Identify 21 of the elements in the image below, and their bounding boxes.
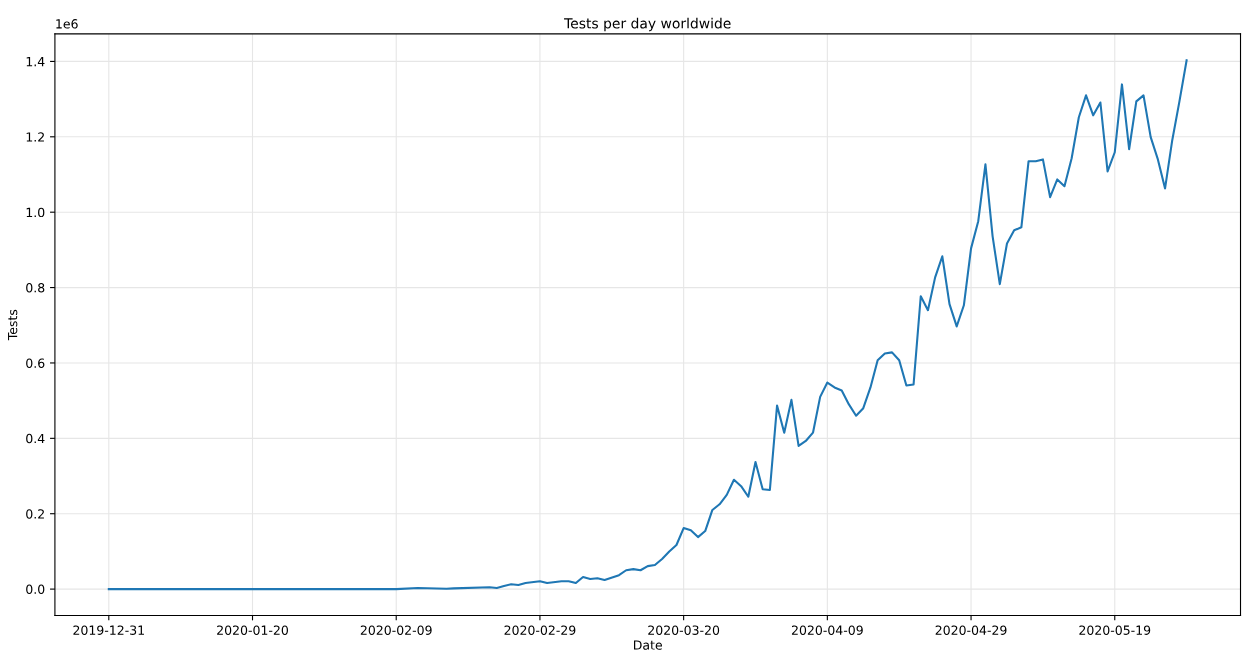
- y-tick-label: 1.2: [26, 132, 44, 142]
- line-series: [107, 59, 1188, 591]
- y-tick-label: 0.8: [26, 283, 45, 293]
- x-tick-label: 2020-04-29: [935, 625, 1007, 635]
- chart-title: Tests per day worldwide: [564, 17, 731, 32]
- x-tick-label: 2020-02-09: [360, 625, 432, 635]
- x-tick-label: 2020-01-20: [217, 625, 288, 635]
- y-tick-label: 0.0: [26, 584, 45, 595]
- x-tick-label: 2019-12-31: [73, 625, 144, 635]
- y-tick-label: 0.2: [26, 509, 44, 519]
- y-tick-label: 0.6: [26, 358, 45, 368]
- y-tick-label: 1.0: [26, 207, 45, 218]
- text: 1e6: [56, 19, 78, 29]
- y-axis-title: Tests: [8, 309, 18, 341]
- x-tick-label: 2020-04-09: [791, 625, 863, 635]
- x-tick-label: 2020-02-29: [504, 625, 576, 635]
- y-tick-label: 0.4: [26, 433, 45, 444]
- x-tick-label: 2020-05-19: [1079, 625, 1151, 635]
- y-tick-label: 1.4: [26, 57, 45, 67]
- x-axis-title: Date: [634, 640, 662, 650]
- x-tick-label: 2020-03-20: [648, 625, 720, 635]
